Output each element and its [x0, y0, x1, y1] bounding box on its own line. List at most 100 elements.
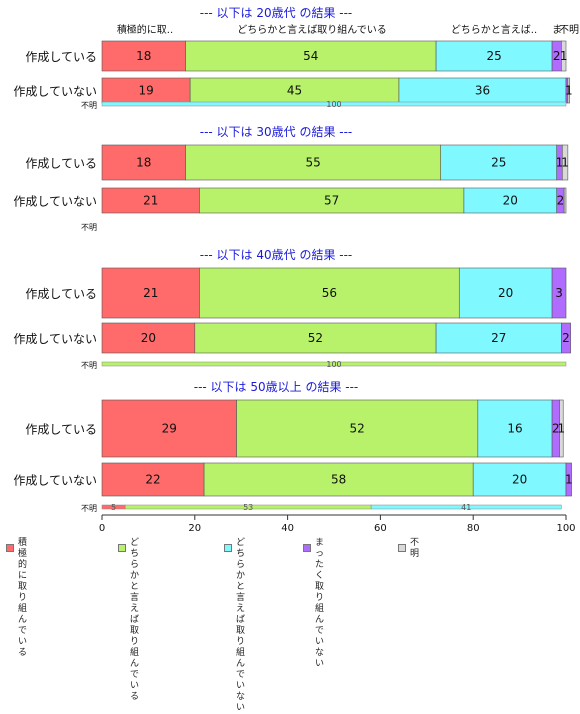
unknown-value-label: 5: [111, 503, 116, 512]
bar-value-label: 2: [562, 331, 570, 345]
bar-value-label: 20: [503, 194, 518, 208]
unknown-row-label: 不明: [81, 101, 97, 110]
column-header-2: どちらかと言えば..: [451, 23, 537, 36]
bar-segment: [189, 77, 400, 104]
bar-segment: [472, 462, 567, 497]
bar-value-label: 52: [308, 331, 323, 345]
unknown-row-label: 不明: [81, 223, 97, 232]
column-header-0: 積極的に取..: [117, 23, 173, 36]
bar-value-label: 56: [322, 286, 337, 300]
bar-segment: [185, 40, 437, 72]
bar-segment: [101, 144, 186, 181]
bar-value-label: 25: [491, 156, 506, 170]
bar-segment: [101, 322, 196, 354]
bar-value-label: 21: [143, 286, 158, 300]
bar-value-label: 1: [558, 422, 566, 436]
bar-segment: [101, 267, 200, 319]
bar-value-label: 55: [305, 156, 320, 170]
panel-title-0: --- 以下は 20歳代 の結果 ---: [200, 6, 353, 20]
row-label: 作成していない: [13, 332, 97, 346]
bar-segment: [101, 399, 237, 458]
unknown-value-label: 41: [461, 503, 471, 512]
legend-swatch: [6, 544, 14, 552]
bar-value-label: 57: [324, 194, 339, 208]
row-label: 作成していない: [13, 85, 97, 99]
x-tick-label: 0: [99, 523, 105, 534]
bar-value-label: 2: [557, 194, 565, 208]
x-tick-label: 20: [188, 523, 201, 534]
unknown-bar-segment: [101, 101, 567, 107]
unknown-bar-segment: [370, 504, 562, 510]
bar-value-label: 29: [162, 422, 177, 436]
bar-segment: [561, 144, 569, 181]
bar-segment: [101, 187, 200, 214]
bar-segment: [559, 399, 564, 458]
bar-value-label: 19: [138, 84, 153, 98]
column-header-4: 不明: [559, 24, 579, 36]
bar-value-label: 36: [475, 84, 490, 98]
legend-swatch: [224, 544, 232, 552]
bar-segment: [236, 399, 479, 458]
stacked-bar-chart: 積極的に取.. どちらかと言えば取り組んでいる どちらかと言えば.. ま不明 --- 以…: [13, 6, 579, 534]
bar-value-label: 20: [141, 331, 156, 345]
x-tick-label: 40: [281, 523, 294, 534]
bar-value-label: 1: [565, 473, 573, 487]
row-label: 作成していない: [13, 195, 97, 209]
row-label: 作成していない: [13, 474, 97, 488]
bar-segment: [551, 267, 567, 319]
row-label: 作成している: [25, 423, 97, 437]
row-label: 作成している: [25, 157, 97, 171]
bar-value-label: 20: [498, 286, 513, 300]
unknown-value-label: 100: [326, 360, 341, 369]
bar-value-label: 52: [350, 422, 365, 436]
bar-value-label: 21: [143, 194, 158, 208]
bar-value-label: 1: [556, 156, 564, 170]
bar-segment: [458, 267, 553, 319]
bar-segment: [194, 322, 437, 354]
bar-value-label: 27: [491, 331, 506, 345]
legend-swatch: [303, 544, 311, 552]
bar-value-label: 3: [555, 286, 563, 300]
column-header-1: どちらかと言えば取り組んでいる: [237, 23, 387, 36]
bar-value-label: 18: [136, 49, 151, 63]
unknown-value-label: 100: [326, 100, 341, 109]
legend-label: まったく 取り組んでいない: [315, 538, 325, 669]
unknown-bar-segment: [101, 361, 567, 367]
bar-value-label: 20: [512, 473, 527, 487]
bar-segment: [565, 462, 572, 497]
x-tick-label: 100: [556, 523, 575, 534]
bar-value-label: 1: [561, 156, 569, 170]
legend-label: どちらかと言えば 取り組んでいない: [236, 538, 246, 713]
bar-value-label: 18: [136, 156, 151, 170]
legend-label: 積極的に 取り組んでいる: [18, 538, 28, 658]
legend-swatch: [398, 544, 406, 552]
bar-value-label: 25: [486, 49, 501, 63]
bar-segment: [561, 40, 567, 72]
bar-value-label: 2: [552, 422, 560, 436]
bar-value-label: 45: [287, 84, 302, 98]
bar-segment: [435, 322, 562, 354]
bar-segment: [477, 399, 553, 458]
unknown-row-label: 不明: [81, 361, 97, 370]
bar-segment: [199, 267, 460, 319]
row-label: 作成している: [25, 50, 97, 64]
bar-value-label: 16: [507, 422, 522, 436]
bar-segment: [185, 144, 442, 181]
row-label: 作成している: [25, 287, 97, 301]
x-tick-label: 80: [467, 523, 480, 534]
bar-value-label: 54: [303, 49, 318, 63]
bar-value-label: 22: [145, 473, 160, 487]
unknown-row-label: 不明: [81, 504, 97, 513]
column-header-3: ま: [552, 24, 562, 36]
bar-segment: [101, 77, 191, 104]
chart-legend: 積極的に 取り組んでいる どちらかと言えば 取り組んでいる どちらかと言えば 取り組…: [6, 538, 576, 713]
bar-segment: [561, 322, 571, 354]
legend-swatch: [118, 544, 126, 552]
panel-title-1: --- 以下は 30歳代 の結果 ---: [200, 125, 353, 139]
bar-segment: [203, 462, 474, 497]
panel-title-2: --- 以下は 40歳代 の結果 ---: [200, 248, 353, 262]
bar-segment: [101, 462, 205, 497]
x-tick-label: 60: [374, 523, 387, 534]
bar-segment: [563, 187, 567, 214]
panel-title-3: --- 以下は 50歳以上 の結果 ---: [194, 380, 359, 394]
